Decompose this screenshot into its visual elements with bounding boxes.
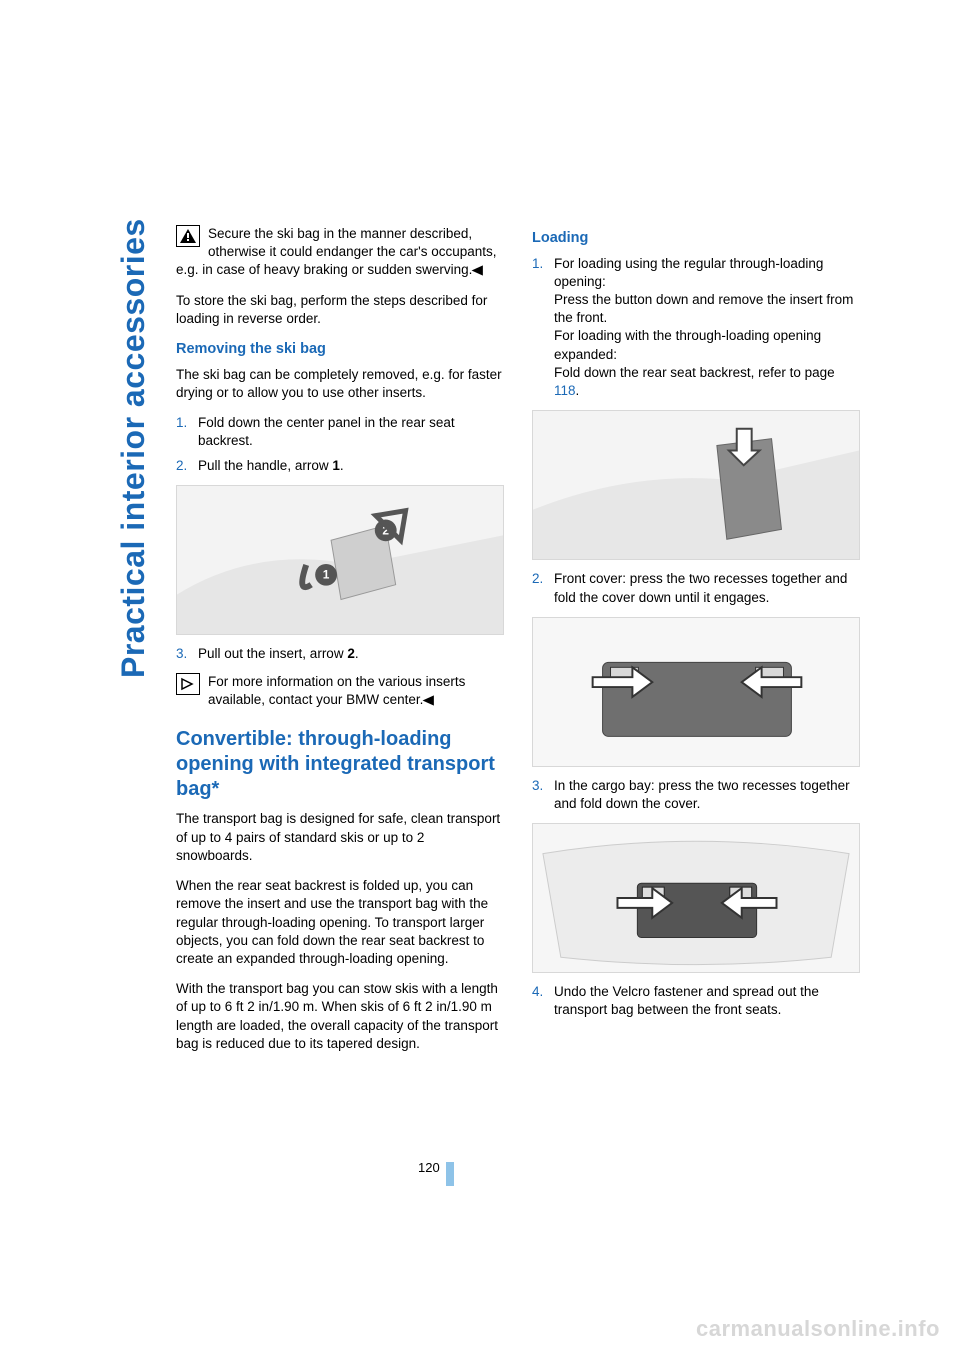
section-side-title: Practical interior accessories — [115, 218, 152, 678]
step-number: 2. — [532, 570, 554, 606]
page: Practical interior accessories Secure th… — [0, 0, 960, 1358]
conv-para-2: When the rear seat backrest is folded up… — [176, 877, 504, 968]
removing-heading: Removing the ski bag — [176, 340, 504, 360]
right-column: Loading 1. For loading using the regular… — [532, 225, 860, 1065]
figure-rear-seat-insert — [532, 410, 860, 560]
removing-intro: The ski bag can be completely removed, e… — [176, 366, 504, 402]
convertible-heading: Convertible: through-loading opening wit… — [176, 727, 504, 802]
step-number: 3. — [176, 645, 198, 663]
figure-ski-bag-handle: 1 2 — [176, 485, 504, 635]
step-text: Undo the Velcro fastener and spread out … — [554, 983, 860, 1019]
end-mark-icon: ◀ — [472, 261, 483, 279]
list-item: 3. Pull out the insert, arrow 2. — [176, 645, 504, 663]
step-text: Pull out the insert, arrow 2. — [198, 645, 504, 663]
figure-front-cover — [532, 617, 860, 767]
conv-para-3: With the transport bag you can stow skis… — [176, 980, 504, 1053]
removing-steps: 1. Fold down the center panel in the rea… — [176, 414, 504, 475]
step-text: For loading using the regular through-lo… — [554, 255, 860, 401]
loading-steps-3: 3. In the cargo bay: press the two reces… — [532, 777, 860, 813]
list-item: 1. Fold down the center panel in the rea… — [176, 414, 504, 450]
figure-cargo-bay-cover — [532, 823, 860, 973]
step-text: In the cargo bay: press the two recesses… — [554, 777, 860, 813]
conv-para-1: The transport bag is designed for safe, … — [176, 810, 504, 865]
removing-steps-cont: 3. Pull out the insert, arrow 2. — [176, 645, 504, 663]
watermark-text: carmanualsonline.info — [696, 1316, 940, 1342]
list-item: 2. Front cover: press the two recesses t… — [532, 570, 860, 606]
warning-icon — [176, 225, 200, 247]
warning-text: Secure the ski bag in the manner describ… — [176, 226, 497, 277]
left-column: Secure the ski bag in the manner describ… — [176, 225, 504, 1065]
step-number: 1. — [532, 255, 554, 401]
step-text: Pull the handle, arrow 1. — [198, 457, 504, 475]
info-icon — [176, 673, 200, 695]
list-item: 4. Undo the Velcro fastener and spread o… — [532, 983, 860, 1019]
info-paragraph: For more information on the various inse… — [176, 673, 504, 709]
step-number: 4. — [532, 983, 554, 1019]
page-number-text: 120 — [418, 1160, 440, 1175]
store-paragraph: To store the ski bag, perform the steps … — [176, 292, 504, 328]
loading-steps-4: 4. Undo the Velcro fastener and spread o… — [532, 983, 860, 1019]
loading-steps-1: 1. For loading using the regular through… — [532, 255, 860, 401]
step-text: Front cover: press the two recesses toge… — [554, 570, 860, 606]
loading-heading: Loading — [532, 229, 860, 249]
page-number-bar — [446, 1162, 454, 1186]
page-crossref[interactable]: 118 — [554, 383, 576, 398]
step-number: 3. — [532, 777, 554, 813]
svg-text:1: 1 — [323, 568, 330, 582]
list-item: 2. Pull the handle, arrow 1. — [176, 457, 504, 475]
figure-placeholder — [533, 411, 859, 559]
list-item: 1. For loading using the regular through… — [532, 255, 860, 401]
end-mark-icon: ◀ — [423, 691, 434, 709]
step-number: 1. — [176, 414, 198, 450]
figure-placeholder — [533, 824, 859, 972]
list-item: 3. In the cargo bay: press the two reces… — [532, 777, 860, 813]
warning-paragraph: Secure the ski bag in the manner describ… — [176, 225, 504, 280]
page-number: 120 — [418, 1160, 454, 1186]
content-columns: Secure the ski bag in the manner describ… — [176, 225, 860, 1065]
figure-placeholder: 1 2 — [177, 486, 503, 634]
loading-steps-2: 2. Front cover: press the two recesses t… — [532, 570, 860, 606]
step-number: 2. — [176, 457, 198, 475]
step-text: Fold down the center panel in the rear s… — [198, 414, 504, 450]
figure-placeholder — [533, 618, 859, 766]
